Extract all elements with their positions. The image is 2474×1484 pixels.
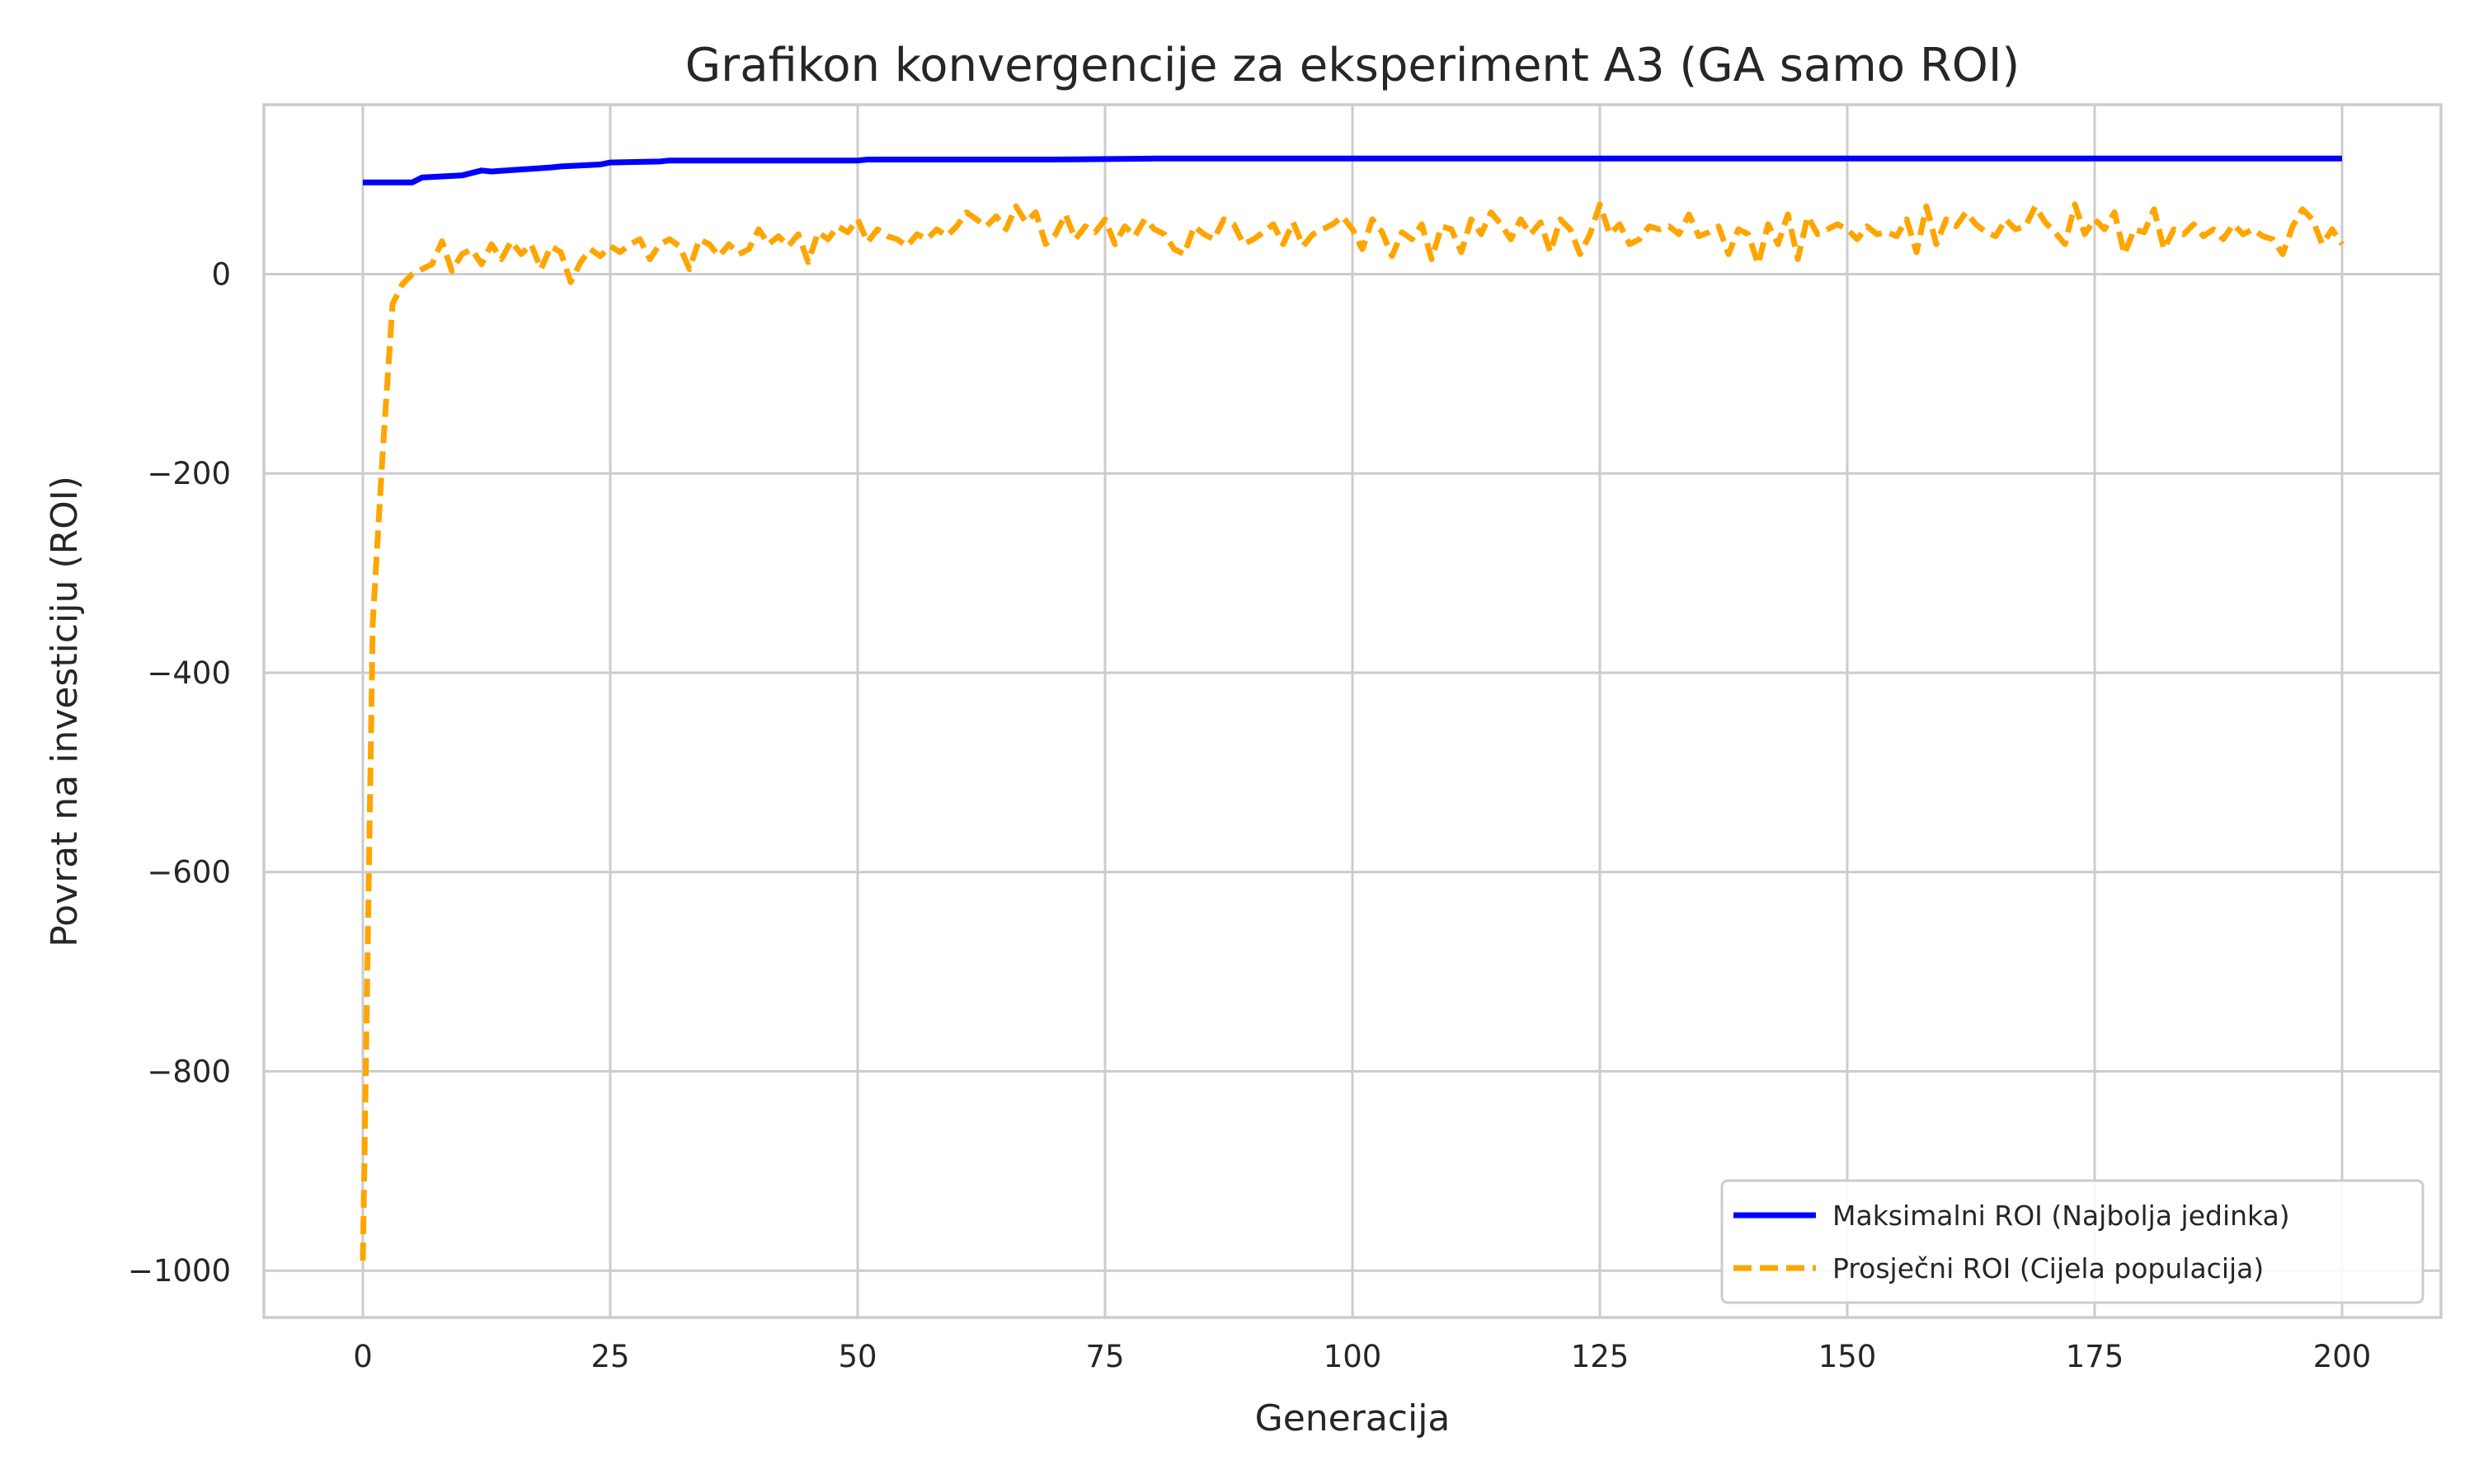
legend-label-avg: Prosječni ROI (Cijela populacija)	[1832, 1252, 2264, 1284]
avg-roi-line	[360, 201, 2345, 1261]
x-axis-label: Generacija	[1255, 1397, 1451, 1439]
grid	[264, 105, 2441, 1317]
x-tick-label: 50	[838, 1339, 877, 1374]
x-tick-label: 150	[1818, 1339, 1877, 1374]
y-tick-label: −600	[147, 855, 231, 890]
y-tick-label: −800	[147, 1054, 231, 1089]
y-axis-ticks: 0 −200 −400 −600 −800 −1000	[128, 256, 231, 1289]
x-tick-label: 125	[1571, 1339, 1630, 1374]
x-tick-label: 175	[2066, 1339, 2124, 1374]
y-tick-label: −1000	[128, 1253, 231, 1289]
plot-frame	[262, 103, 2443, 1319]
y-tick-label: 0	[211, 256, 231, 292]
y-tick-label: −400	[147, 655, 231, 691]
max-roi-line	[363, 155, 2342, 186]
x-axis-ticks: 0 25 50 75 100 125 150 175 200	[353, 1339, 2371, 1374]
legend: Maksimalni ROI (Najbolja jedinka) Prosječ…	[1720, 1179, 2425, 1304]
series-layer	[360, 155, 2345, 1261]
chart-title: Grafikon konvergencije za eksperiment A3…	[685, 39, 2020, 92]
x-tick-label: 100	[1324, 1339, 1382, 1374]
x-tick-label: 25	[590, 1339, 629, 1374]
x-tick-label: 200	[2313, 1339, 2372, 1374]
y-tick-label: −200	[147, 456, 231, 491]
x-tick-label: 0	[353, 1339, 373, 1374]
legend-box	[1720, 1179, 2425, 1304]
y-axis-label: Povrat na investiciju (ROI)	[44, 476, 86, 947]
legend-label-max: Maksimalni ROI (Najbolja jedinka)	[1832, 1200, 2290, 1232]
x-tick-label: 75	[1085, 1339, 1124, 1374]
